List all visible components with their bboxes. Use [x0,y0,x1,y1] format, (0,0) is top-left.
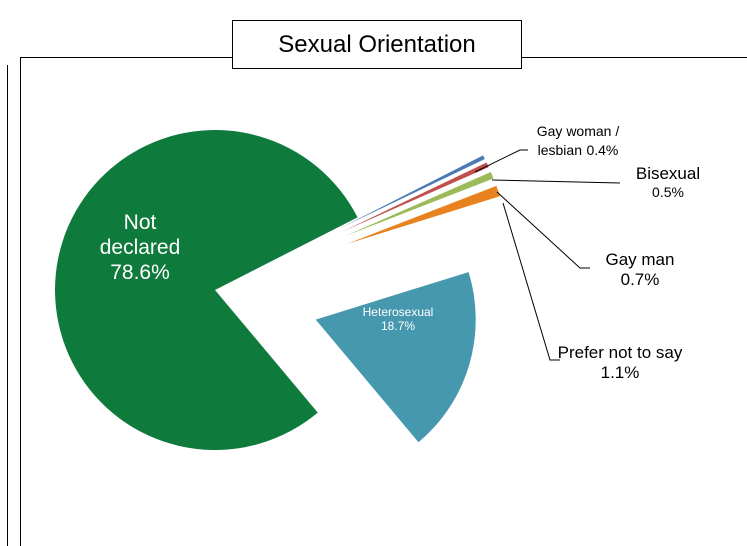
slice-label: Gay woman / lesbian 0.4% [528,122,628,160]
slice-label: Heterosexual 18.7% [338,305,458,334]
slice-label: Not declared 78.6% [90,210,190,286]
pie-slice [342,162,489,232]
pie-slice [344,171,494,237]
pie-slice [347,185,500,244]
category-label: Heterosexual [362,305,434,319]
value-label: 0.7% [620,270,660,290]
category-label: Gay man [605,250,675,269]
leader-line [496,191,590,269]
value-label: 1.1% [600,363,640,383]
slice-label: Gay man 0.7% [580,250,700,291]
pie-slice [54,130,358,451]
leader-line [491,179,621,184]
pie-slice [340,155,485,229]
value-label: 18.7% [380,319,416,334]
value-label: 0.4% [586,142,619,159]
slice-label: Bisexual 0.5% [608,164,728,201]
category-label: Bisexual [635,164,701,183]
category-label: Prefer not to say [557,343,683,362]
value-label: 0.5% [652,184,684,201]
leader-line [474,149,528,173]
category-label: Not declared [99,211,181,260]
slice-label: Prefer not to say 1.1% [555,343,685,384]
leader-line [502,202,560,361]
chart-title: Sexual Orientation [232,20,522,69]
value-label: 78.6% [110,261,170,285]
category-label: Gay woman / lesbian [536,123,620,159]
pie-slice [315,272,476,443]
